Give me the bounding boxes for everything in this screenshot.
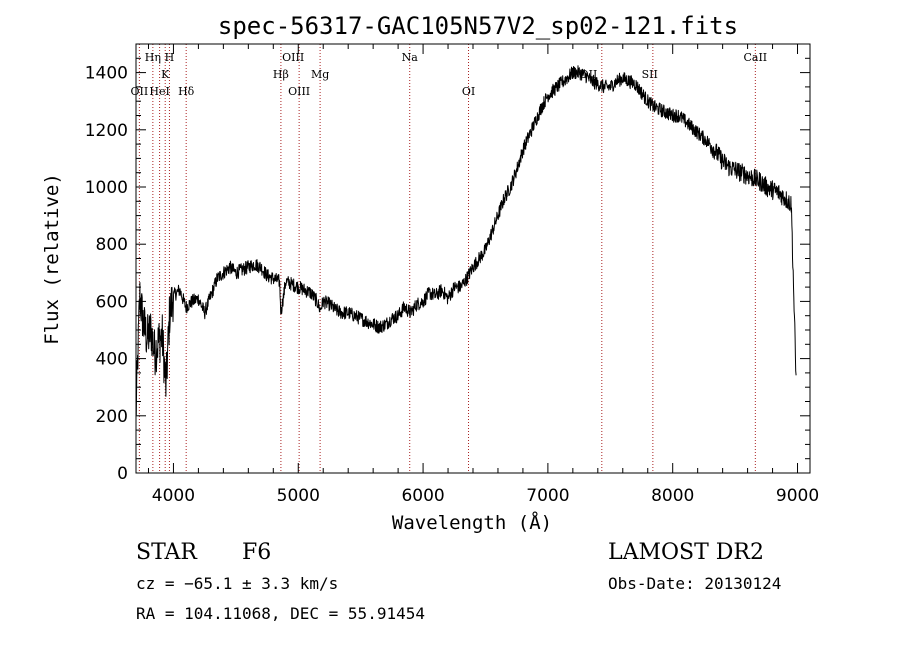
y-tick-label: 1200 [85,121,128,141]
plot-frame [135,43,811,474]
y-tick-label: 1000 [85,178,128,198]
x-tick-label: 6000 [401,486,444,506]
y-tick-label: 400 [96,350,128,370]
line-marker-label: OII [131,85,149,98]
x-tick-label: 9000 [776,486,819,506]
chart-title: spec-56317-GAC105N57V2_sp02-121.fits [218,12,738,40]
axes: 4000 5000 6000 7000 8000 9000 0 200 400 600 800 100… [85,43,819,506]
line-marker-label: OI [462,85,475,98]
y-tick-label: 200 [96,407,128,427]
line-marker-label: SII [642,68,658,81]
redshift-text: cz = −65.1 ± 3.3 km/s [136,574,339,593]
survey-name: LAMOST DR2 [608,540,764,565]
y-tick-label: 800 [96,235,128,255]
x-tick-label: 7000 [526,486,569,506]
line-marker-label: HeI [149,85,169,98]
line-marker-label: H [165,51,175,64]
y-tick-label: 1400 [85,64,128,84]
line-marker-label: CaII [743,51,767,64]
x-axis-label: Wavelength (Å) [392,511,552,534]
line-marker-label: Na [402,51,419,64]
obs-date-text: Obs-Date: 20130124 [608,574,782,593]
line-marker-label: Hη [145,51,161,64]
line-marker-label: Hβ [273,68,289,81]
x-tick-label: 5000 [277,486,320,506]
spectrum-series-line [135,65,797,416]
radec-text: RA = 104.11068, DEC = 55.91454 [136,604,425,623]
line-marker-label: OIII [288,85,310,98]
object-class: STAR [136,540,197,565]
object-subclass: F6 [242,540,272,565]
line-marker-label: Mg [311,68,329,81]
line-marker-label: K [161,68,170,81]
x-tick-label: 4000 [152,486,195,506]
y-tick-label: 0 [117,464,128,484]
line-marker-label: Hδ [178,85,195,98]
y-tick-label: 600 [96,292,128,312]
y-axis-label: Flux (relative) [41,173,63,345]
line-marker-label: OIII [282,51,304,64]
x-tick-label: 8000 [651,486,694,506]
